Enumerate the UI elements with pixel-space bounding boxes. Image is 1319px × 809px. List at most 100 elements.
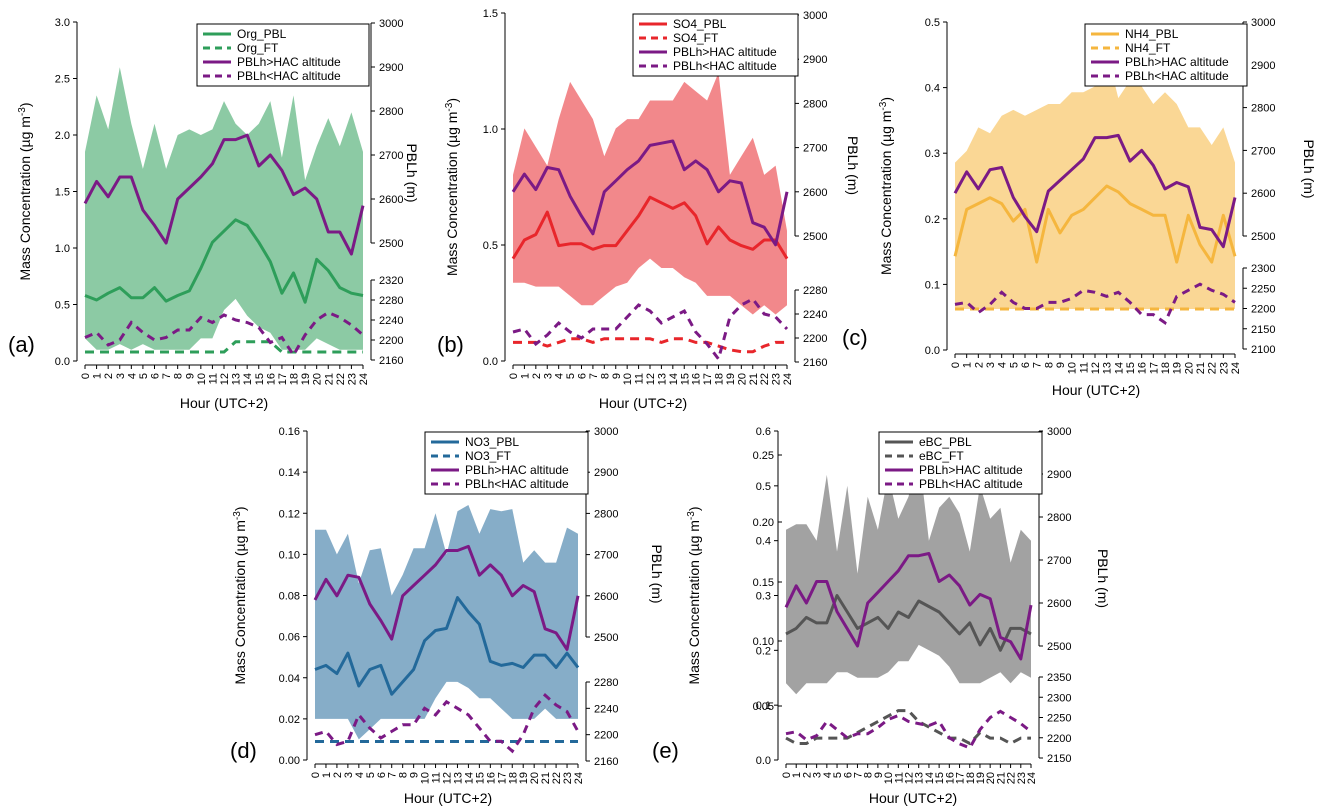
x-tick-label: 21 <box>540 772 552 784</box>
x-tick-label: 12 <box>219 373 231 385</box>
x-tick-label: 20 <box>1183 362 1195 374</box>
variability-band <box>955 51 1235 310</box>
x-tick-label: 14 <box>242 373 254 385</box>
left-tick-label: 1.0 <box>55 243 70 255</box>
series-ft-line <box>785 709 1031 746</box>
x-tick-label: 3 <box>812 772 824 778</box>
x-tick-label: 4 <box>822 772 834 778</box>
x-tick-label: 14 <box>668 373 680 385</box>
x-tick-label: 9 <box>1055 362 1067 368</box>
x-tick-label: 22 <box>1006 772 1018 784</box>
right-tick-label: 2300 <box>1047 692 1071 704</box>
x-tick-label: 5 <box>1008 362 1020 368</box>
right-tick-label: 3000 <box>379 18 403 30</box>
inner-tick-label: 0.15 <box>753 577 774 589</box>
x-tick-label: 18 <box>714 373 726 385</box>
right-tick-label: 2600 <box>1251 188 1275 200</box>
x-tick-label: 1 <box>92 373 104 379</box>
left-tick-label: 0.0 <box>483 356 498 368</box>
x-tick-label: 14 <box>924 772 936 784</box>
pblh-high-line <box>953 133 1237 249</box>
legend-label: SO4_FT <box>673 31 719 45</box>
x-tick-label: 18 <box>289 373 301 385</box>
x-tick-label: 24 <box>1026 772 1038 784</box>
series-pbl-line <box>953 184 1237 264</box>
right-tick-label: 2200 <box>379 335 403 347</box>
legend-label: PBLh>HAC altitude <box>673 45 777 59</box>
y-axis-title-text: Mass Concentration (µg m <box>878 111 894 275</box>
x-tick-label: 22 <box>551 772 563 784</box>
pblh-low-line <box>512 297 789 363</box>
y-axis-title-text: Mass Concentration (µg m <box>232 520 248 684</box>
panel-c: 0.00.10.20.30.40.50 1 2 3 4 5 6 7 8 9 10 11 12 13 14 15… <box>842 17 1317 398</box>
x-tick-label: 8 <box>863 772 875 778</box>
legend-label: SO4_PBL <box>673 17 727 31</box>
x-tick-label: 10 <box>196 373 208 385</box>
legend-label: PBLh>HAC altitude <box>237 55 341 69</box>
legend-label: PBLh<HAC altitude <box>237 69 341 83</box>
x-tick-label: 6 <box>842 772 854 778</box>
x-tick-label: 9 <box>873 772 885 778</box>
right-tick-label: 2700 <box>594 550 618 562</box>
series-pbl-line <box>785 594 1032 652</box>
x-tick-label: 4 <box>126 373 138 379</box>
series-ft-line <box>85 340 363 354</box>
right-tick-label: 2600 <box>803 187 827 199</box>
pblh-high-line <box>511 139 789 247</box>
x-tick-label: 12 <box>442 772 454 784</box>
right-axis-title: PBLh (m) <box>1095 549 1111 608</box>
right-tick-label: 2500 <box>379 238 403 250</box>
y-axis-title-close: ) <box>232 506 248 511</box>
legend-label: PBLh<HAC altitude <box>919 477 1023 491</box>
x-axis-title: Hour (UTC+2) <box>180 395 268 411</box>
legend-label: PBLh>HAC altitude <box>465 463 569 477</box>
right-tick-label: 2160 <box>803 357 827 369</box>
left-tick-label: 0.0 <box>756 755 771 767</box>
left-tick-label: 0.2 <box>756 645 771 657</box>
x-tick-label: 19 <box>975 772 987 784</box>
x-tick-label: 1 <box>519 373 531 379</box>
left-tick-label: 0.02 <box>279 714 300 726</box>
panel-label: (a) <box>8 332 35 357</box>
x-tick-label: 4 <box>554 373 566 379</box>
y-axis-title-close: ) <box>17 102 33 107</box>
x-tick-label: 24 <box>573 772 585 784</box>
x-tick-label: 7 <box>161 373 173 379</box>
variability-band <box>85 67 363 350</box>
right-tick-label: 3000 <box>1047 426 1071 438</box>
x-tick-label: 7 <box>588 373 600 379</box>
x-tick-label: 16 <box>485 772 497 784</box>
y-axis-title-text: Mass Concentration (µg m <box>686 520 702 684</box>
x-tick-label: 19 <box>725 373 737 385</box>
x-tick-label: 18 <box>507 772 519 784</box>
left-tick-label: 0.1 <box>756 700 771 712</box>
x-tick-label: 11 <box>1078 362 1090 373</box>
left-tick-label: 0.5 <box>756 481 771 493</box>
x-tick-label: 22 <box>1207 362 1219 374</box>
left-tick-label: 0.5 <box>55 300 70 312</box>
x-tick-label: 5 <box>365 772 377 778</box>
right-tick-label: 2240 <box>803 309 827 321</box>
x-tick-label: 3 <box>115 373 127 379</box>
x-tick-label: 17 <box>496 772 508 784</box>
x-tick-label: 7 <box>387 772 399 778</box>
right-tick-label: 2900 <box>803 54 827 66</box>
x-tick-label: 8 <box>398 772 410 778</box>
right-tick-label: 2800 <box>1047 512 1071 524</box>
right-tick-label: 2200 <box>803 333 827 345</box>
x-tick-label: 16 <box>265 373 277 385</box>
legend-label: Org_PBL <box>237 27 287 41</box>
y-axis-title-exponent: -3 <box>444 102 455 111</box>
variability-band <box>786 452 1031 695</box>
left-tick-label: 1.5 <box>55 187 70 199</box>
x-tick-label: 3 <box>343 772 355 778</box>
left-tick-label: 0.3 <box>925 148 940 160</box>
series-pbl-line <box>511 195 789 260</box>
left-tick-label: 0.12 <box>279 508 300 520</box>
x-tick-label: 17 <box>1148 362 1160 374</box>
x-tick-label: 6 <box>150 373 162 379</box>
